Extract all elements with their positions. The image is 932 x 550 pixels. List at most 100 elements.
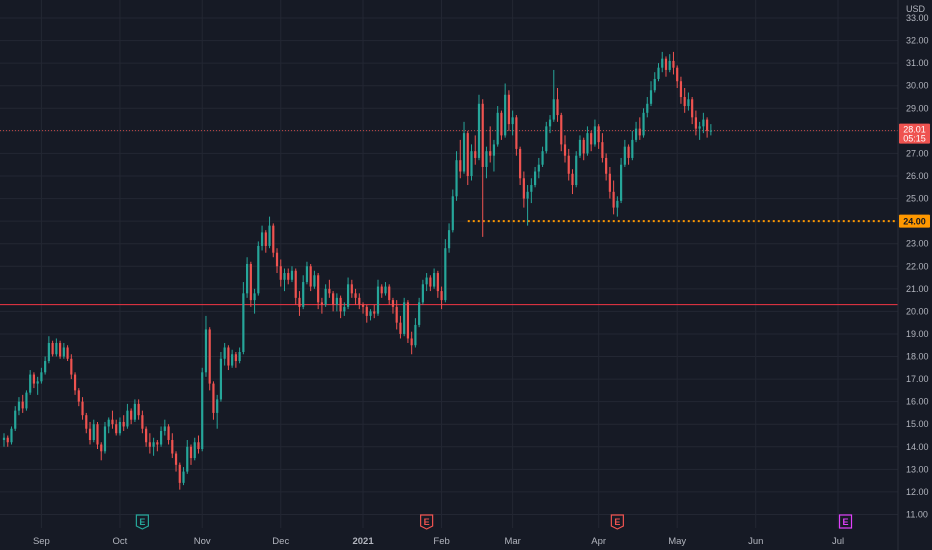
candle-body[interactable] bbox=[687, 99, 690, 107]
candle-body[interactable] bbox=[668, 60, 671, 70]
candle-body[interactable] bbox=[612, 191, 615, 208]
candle-body[interactable] bbox=[6, 437, 9, 443]
candle-body[interactable] bbox=[193, 442, 196, 459]
candle-body[interactable] bbox=[403, 302, 406, 334]
candle-body[interactable] bbox=[623, 146, 626, 165]
candle-body[interactable] bbox=[620, 164, 623, 201]
candle-body[interactable] bbox=[511, 117, 514, 125]
candle-body[interactable] bbox=[208, 329, 211, 384]
candle-body[interactable] bbox=[25, 392, 28, 409]
earnings-marker[interactable]: E bbox=[838, 514, 853, 529]
candle-body[interactable] bbox=[317, 275, 320, 303]
candle-body[interactable] bbox=[462, 133, 466, 172]
candle-body[interactable] bbox=[332, 293, 335, 305]
candle-body[interactable] bbox=[361, 304, 365, 307]
candle-body[interactable] bbox=[691, 99, 694, 118]
candle-body[interactable] bbox=[88, 428, 92, 440]
candle-body[interactable] bbox=[477, 103, 481, 158]
candle-body[interactable] bbox=[249, 264, 252, 301]
candle-body[interactable] bbox=[189, 446, 193, 459]
candle-body[interactable] bbox=[399, 322, 402, 334]
candle-body[interactable] bbox=[73, 374, 77, 391]
candle-body[interactable] bbox=[560, 115, 563, 145]
candle-body[interactable] bbox=[388, 286, 391, 301]
candle-body[interactable] bbox=[354, 293, 357, 298]
candle-body[interactable] bbox=[500, 112, 503, 136]
candle-body[interactable] bbox=[253, 293, 256, 301]
candle-body[interactable] bbox=[492, 144, 496, 156]
candle-body[interactable] bbox=[526, 191, 529, 199]
candle-body[interactable] bbox=[204, 329, 208, 373]
candle-body[interactable] bbox=[646, 103, 649, 113]
candle-body[interactable] bbox=[444, 248, 447, 301]
candle-body[interactable] bbox=[14, 410, 17, 429]
candle-body[interactable] bbox=[447, 230, 451, 249]
candle-body[interactable] bbox=[182, 471, 185, 483]
candle-body[interactable] bbox=[103, 426, 107, 452]
candle-body[interactable] bbox=[156, 442, 159, 445]
candle-body[interactable] bbox=[608, 173, 611, 192]
candle-body[interactable] bbox=[130, 410, 133, 420]
candle-body[interactable] bbox=[545, 126, 548, 152]
candle-body[interactable] bbox=[657, 67, 660, 79]
candle-body[interactable] bbox=[664, 58, 668, 70]
candle-body[interactable] bbox=[649, 90, 653, 104]
candle-body[interactable] bbox=[605, 157, 608, 174]
candle-body[interactable] bbox=[616, 200, 619, 208]
candle-body[interactable] bbox=[563, 144, 567, 156]
candle-body[interactable] bbox=[55, 342, 58, 355]
candle-body[interactable] bbox=[238, 352, 241, 362]
candle-body[interactable] bbox=[489, 151, 492, 156]
candle-body[interactable] bbox=[522, 178, 525, 199]
candle-body[interactable] bbox=[552, 99, 555, 120]
candle-body[interactable] bbox=[358, 297, 361, 305]
candle-body[interactable] bbox=[350, 284, 353, 294]
candle-body[interactable] bbox=[219, 358, 223, 400]
candle-body[interactable] bbox=[504, 94, 507, 136]
candle-body[interactable] bbox=[212, 383, 215, 413]
candle-body[interactable] bbox=[661, 58, 664, 68]
candle-body[interactable] bbox=[466, 133, 469, 176]
candle-body[interactable] bbox=[709, 130, 712, 132]
candle-body[interactable] bbox=[133, 403, 136, 420]
candle-body[interactable] bbox=[391, 300, 395, 307]
candle-body[interactable] bbox=[107, 419, 110, 427]
candle-body[interactable] bbox=[335, 297, 338, 305]
candle-body[interactable] bbox=[384, 286, 387, 294]
candle-body[interactable] bbox=[533, 171, 537, 186]
candle-body[interactable] bbox=[601, 142, 604, 158]
candle-body[interactable] bbox=[320, 302, 323, 305]
candle-body[interactable] bbox=[201, 372, 204, 450]
candle-body[interactable] bbox=[414, 324, 417, 346]
candle-body[interactable] bbox=[425, 277, 428, 285]
candle-body[interactable] bbox=[459, 160, 462, 172]
candle-body[interactable] bbox=[242, 293, 245, 352]
candle-body[interactable] bbox=[586, 133, 589, 154]
candle-body[interactable] bbox=[309, 266, 312, 287]
candle-body[interactable] bbox=[47, 342, 50, 362]
candle-body[interactable] bbox=[642, 112, 645, 136]
candle-body[interactable] bbox=[376, 286, 380, 314]
candle-body[interactable] bbox=[638, 128, 641, 136]
candle-body[interactable] bbox=[197, 442, 200, 450]
candle-body[interactable] bbox=[346, 284, 350, 307]
candle-body[interactable] bbox=[421, 284, 424, 303]
candle-body[interactable] bbox=[676, 67, 679, 82]
candle-body[interactable] bbox=[85, 415, 88, 429]
candle-body[interactable] bbox=[328, 288, 331, 294]
candle-body[interactable] bbox=[507, 94, 510, 125]
candle-body[interactable] bbox=[178, 464, 181, 483]
candle-body[interactable] bbox=[653, 78, 656, 91]
candle-body[interactable] bbox=[298, 297, 301, 307]
candle-body[interactable] bbox=[21, 401, 24, 409]
price-scale[interactable]: 33.0032.0031.0030.0029.0028.0027.0026.00… bbox=[906, 13, 929, 519]
candle-body[interactable] bbox=[302, 282, 305, 307]
candle-body[interactable] bbox=[36, 381, 39, 384]
candle-body[interactable] bbox=[455, 160, 458, 197]
candle-body[interactable] bbox=[294, 270, 297, 298]
candle-body[interactable] bbox=[10, 428, 13, 443]
candle-body[interactable] bbox=[474, 151, 477, 158]
candle-body[interactable] bbox=[571, 173, 574, 186]
candle-body[interactable] bbox=[597, 126, 600, 143]
